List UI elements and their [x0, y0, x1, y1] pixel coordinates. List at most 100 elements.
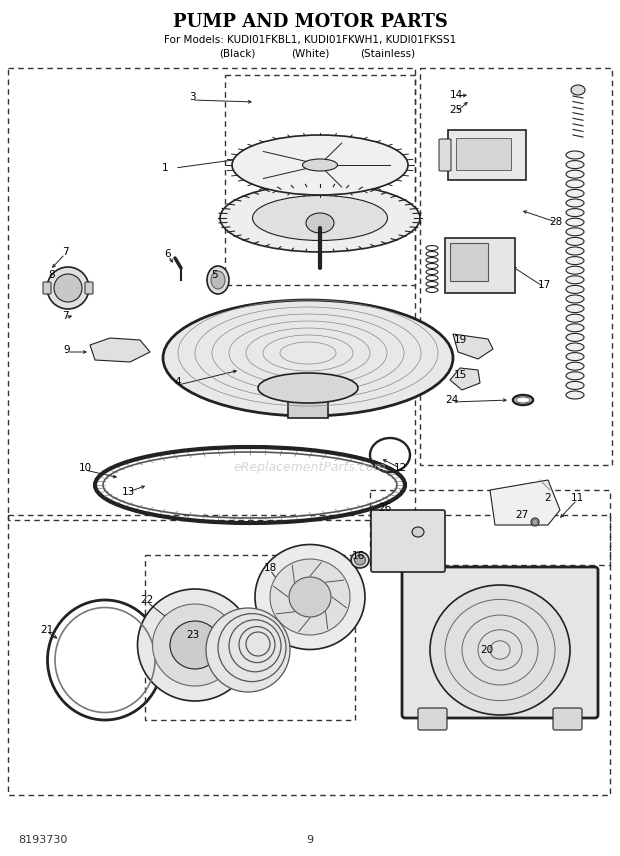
- Text: 11: 11: [570, 493, 583, 503]
- FancyBboxPatch shape: [418, 708, 447, 730]
- Ellipse shape: [571, 85, 585, 95]
- Ellipse shape: [566, 189, 584, 198]
- Ellipse shape: [566, 228, 584, 235]
- Ellipse shape: [566, 266, 584, 274]
- Bar: [225, 75, 415, 285]
- Text: 23: 23: [187, 630, 200, 640]
- Text: 20: 20: [480, 645, 494, 655]
- FancyBboxPatch shape: [553, 708, 582, 730]
- Polygon shape: [450, 368, 480, 390]
- Ellipse shape: [566, 372, 584, 380]
- Text: 8193730: 8193730: [18, 835, 68, 845]
- Text: 25: 25: [450, 105, 463, 115]
- FancyBboxPatch shape: [450, 243, 488, 281]
- Ellipse shape: [430, 585, 570, 715]
- Text: 8: 8: [49, 270, 55, 280]
- Ellipse shape: [566, 170, 584, 178]
- Ellipse shape: [270, 559, 350, 635]
- Ellipse shape: [303, 159, 337, 171]
- Ellipse shape: [351, 552, 369, 568]
- FancyBboxPatch shape: [85, 282, 93, 294]
- Ellipse shape: [566, 324, 584, 332]
- Text: 10: 10: [79, 463, 92, 473]
- Text: (White): (White): [291, 48, 329, 58]
- Text: 18: 18: [264, 563, 277, 573]
- Ellipse shape: [54, 274, 82, 302]
- Text: 15: 15: [453, 370, 467, 380]
- Text: 28: 28: [549, 217, 562, 227]
- Bar: [8, 68, 415, 520]
- Ellipse shape: [566, 382, 584, 389]
- Text: 2: 2: [545, 493, 551, 503]
- Ellipse shape: [566, 343, 584, 351]
- FancyBboxPatch shape: [43, 282, 51, 294]
- Ellipse shape: [306, 213, 334, 233]
- Ellipse shape: [252, 195, 388, 241]
- Polygon shape: [453, 334, 493, 359]
- Ellipse shape: [566, 314, 584, 322]
- FancyBboxPatch shape: [439, 139, 451, 171]
- Ellipse shape: [138, 589, 252, 701]
- Text: 24: 24: [445, 395, 459, 405]
- FancyBboxPatch shape: [456, 138, 511, 170]
- Ellipse shape: [355, 555, 366, 565]
- Bar: [420, 68, 612, 465]
- Text: (Black): (Black): [219, 48, 255, 58]
- Text: 27: 27: [515, 510, 529, 520]
- Ellipse shape: [566, 305, 584, 312]
- Text: 6: 6: [165, 249, 171, 259]
- Ellipse shape: [206, 608, 290, 692]
- Text: 9: 9: [306, 835, 314, 845]
- Text: 14: 14: [450, 90, 463, 100]
- Ellipse shape: [566, 218, 584, 226]
- Text: 26: 26: [378, 503, 392, 513]
- Text: 5: 5: [211, 270, 218, 280]
- Ellipse shape: [566, 276, 584, 284]
- Ellipse shape: [566, 295, 584, 303]
- FancyBboxPatch shape: [371, 510, 445, 572]
- Ellipse shape: [232, 135, 408, 195]
- Ellipse shape: [289, 577, 331, 617]
- Ellipse shape: [566, 209, 584, 217]
- Ellipse shape: [566, 333, 584, 342]
- Ellipse shape: [566, 247, 584, 255]
- Ellipse shape: [207, 266, 229, 294]
- Text: For Models: KUDI01FKBL1, KUDI01FKWH1, KUDI01FKSS1: For Models: KUDI01FKBL1, KUDI01FKWH1, KU…: [164, 35, 456, 45]
- Polygon shape: [90, 338, 150, 362]
- Ellipse shape: [566, 237, 584, 246]
- Ellipse shape: [566, 362, 584, 370]
- Text: 12: 12: [393, 463, 407, 473]
- Text: 21: 21: [40, 625, 53, 635]
- Bar: [145, 555, 355, 720]
- Text: 3: 3: [188, 92, 195, 102]
- Polygon shape: [490, 480, 560, 525]
- Ellipse shape: [258, 373, 358, 403]
- Text: 4: 4: [175, 377, 181, 387]
- FancyBboxPatch shape: [288, 388, 328, 418]
- Text: 22: 22: [140, 595, 154, 605]
- Ellipse shape: [566, 353, 584, 360]
- Ellipse shape: [170, 621, 220, 669]
- Text: 19: 19: [453, 335, 467, 345]
- Ellipse shape: [566, 151, 584, 159]
- Ellipse shape: [566, 391, 584, 399]
- Bar: [370, 490, 610, 565]
- Ellipse shape: [566, 180, 584, 187]
- Ellipse shape: [47, 267, 89, 309]
- Ellipse shape: [566, 161, 584, 169]
- Ellipse shape: [163, 300, 453, 416]
- Ellipse shape: [566, 285, 584, 294]
- Ellipse shape: [220, 184, 420, 252]
- Text: eReplacementParts.com: eReplacementParts.com: [234, 461, 386, 473]
- Ellipse shape: [255, 544, 365, 650]
- Ellipse shape: [533, 520, 538, 525]
- Ellipse shape: [412, 527, 424, 537]
- Ellipse shape: [211, 271, 225, 289]
- Text: PUMP AND MOTOR PARTS: PUMP AND MOTOR PARTS: [172, 13, 448, 31]
- Text: 7: 7: [61, 247, 68, 257]
- Text: 13: 13: [122, 487, 135, 497]
- Ellipse shape: [531, 518, 539, 526]
- Ellipse shape: [566, 257, 584, 265]
- FancyBboxPatch shape: [445, 238, 515, 293]
- Ellipse shape: [566, 199, 584, 207]
